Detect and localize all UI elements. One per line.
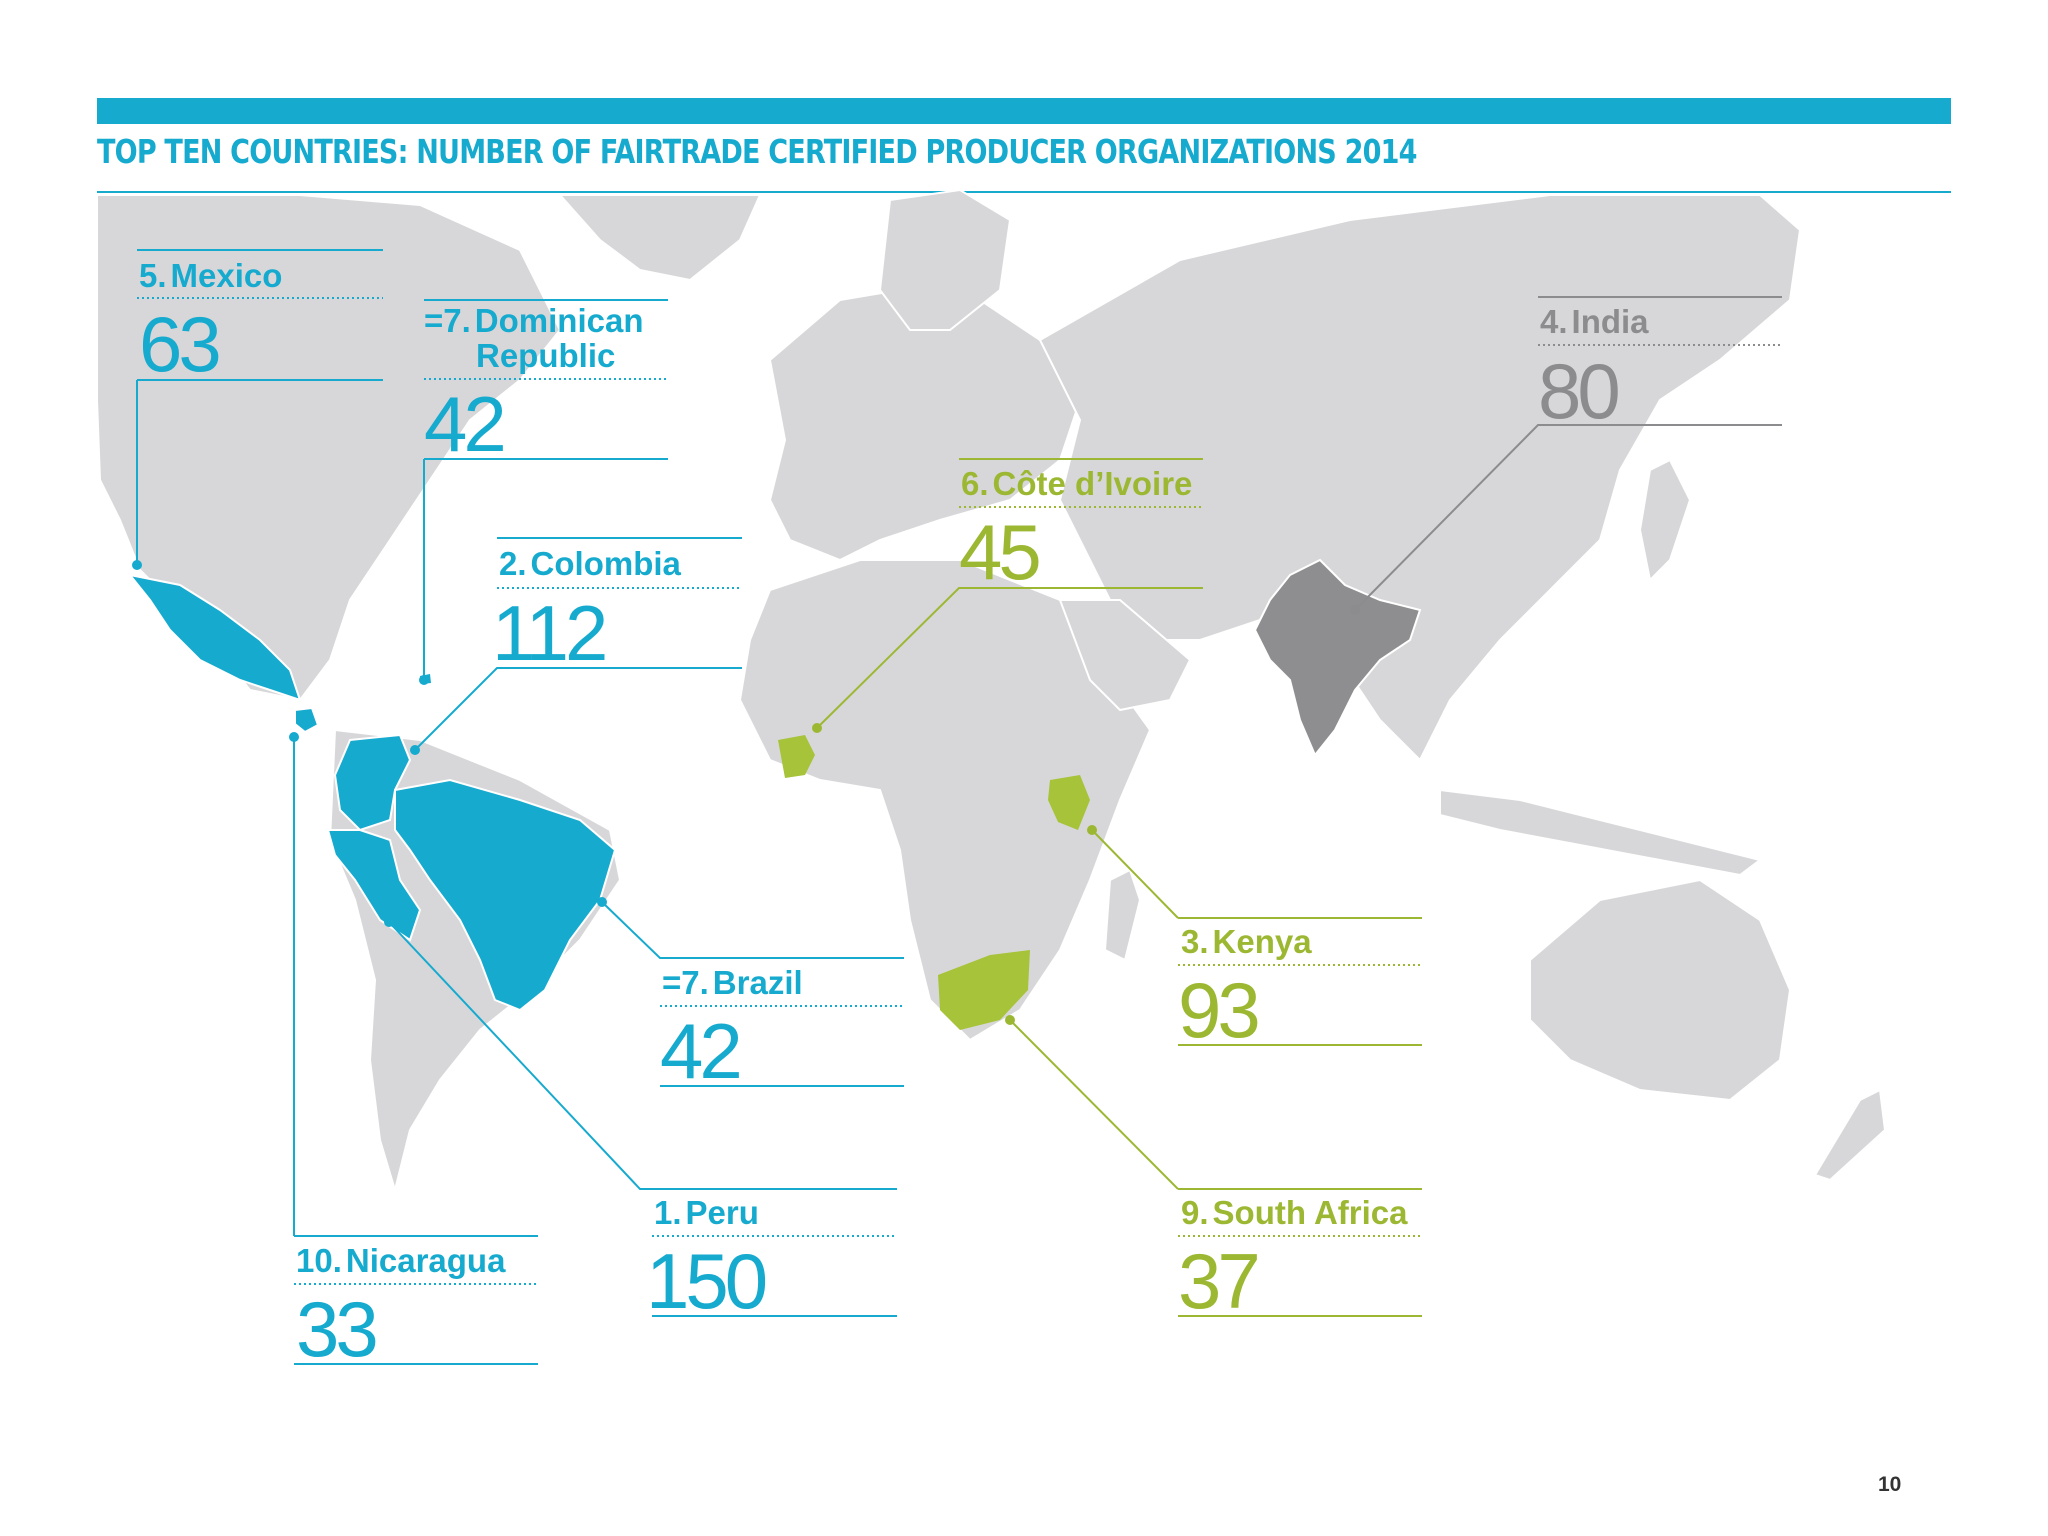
value-kenya: 93	[1178, 966, 1261, 1054]
scandinavia-land	[878, 188, 1012, 331]
title-rule	[97, 191, 1951, 193]
colombia-leader	[410, 537, 742, 755]
colombia-shape	[333, 733, 412, 832]
greenland-land	[557, 194, 762, 282]
leader-lines	[132, 249, 1782, 1365]
southafrica-leader	[1005, 1015, 1422, 1317]
cote-leader	[812, 458, 1203, 733]
label-south-africa: 9. South Africa	[1181, 1194, 1408, 1231]
madagascar-land	[1103, 868, 1142, 962]
cote-divoire-shape	[778, 735, 815, 778]
brazil-leader	[597, 897, 904, 1087]
label-mexico: 5. Mexico	[139, 257, 283, 294]
indonesia-land	[1439, 788, 1763, 877]
label-cote-divoire: 6. Côte d’Ivoire	[961, 465, 1193, 502]
kenya-shape	[1048, 775, 1090, 830]
value-peru: 150	[646, 1237, 768, 1325]
value-dominican: 42	[424, 380, 507, 468]
new-zealand-land	[1813, 1088, 1887, 1182]
value-mexico: 63	[139, 300, 222, 388]
value-india: 80	[1538, 347, 1621, 435]
label-dominican-line2: Republic	[476, 337, 616, 374]
land-masses	[96, 188, 1887, 1194]
mexico-shape	[127, 573, 302, 702]
value-south-africa: 37	[1178, 1237, 1261, 1325]
label-dominican: =7. Dominican	[424, 302, 644, 339]
brazil-shape	[394, 778, 617, 1012]
mexico-leader	[132, 249, 383, 570]
value-colombia: 112	[492, 589, 608, 677]
page-number: 10	[1878, 1473, 1902, 1496]
label-colombia: 2. Colombia	[499, 545, 681, 582]
header-bar	[97, 98, 1951, 124]
india-leader	[1350, 296, 1782, 615]
japan-land	[1638, 458, 1692, 583]
north-america-land	[96, 194, 562, 702]
australia-land	[1529, 878, 1792, 1102]
label-kenya: 3. Kenya	[1181, 923, 1312, 960]
value-nicaragua: 33	[296, 1285, 379, 1373]
arabia-land	[1058, 599, 1192, 712]
peru-shape	[326, 829, 422, 942]
label-peru: 1. Peru	[654, 1194, 759, 1231]
label-nicaragua: 10. Nicaragua	[296, 1242, 506, 1279]
label-india: 4. India	[1540, 303, 1649, 340]
south-africa-shape	[938, 950, 1030, 1030]
kenya-leader	[1087, 825, 1422, 1046]
value-brazil: 42	[660, 1007, 743, 1095]
india-shape	[1253, 558, 1422, 757]
nicaragua-shape	[294, 706, 320, 734]
page-title: TOP TEN COUNTRIES: NUMBER OF FAIRTRADE C…	[97, 132, 1417, 171]
nicaragua-leader	[289, 732, 538, 1365]
value-cote-divoire: 45	[959, 508, 1042, 596]
peru-leader	[384, 917, 897, 1317]
label-brazil: =7. Brazil	[662, 964, 803, 1001]
dominican-leader	[419, 299, 668, 685]
